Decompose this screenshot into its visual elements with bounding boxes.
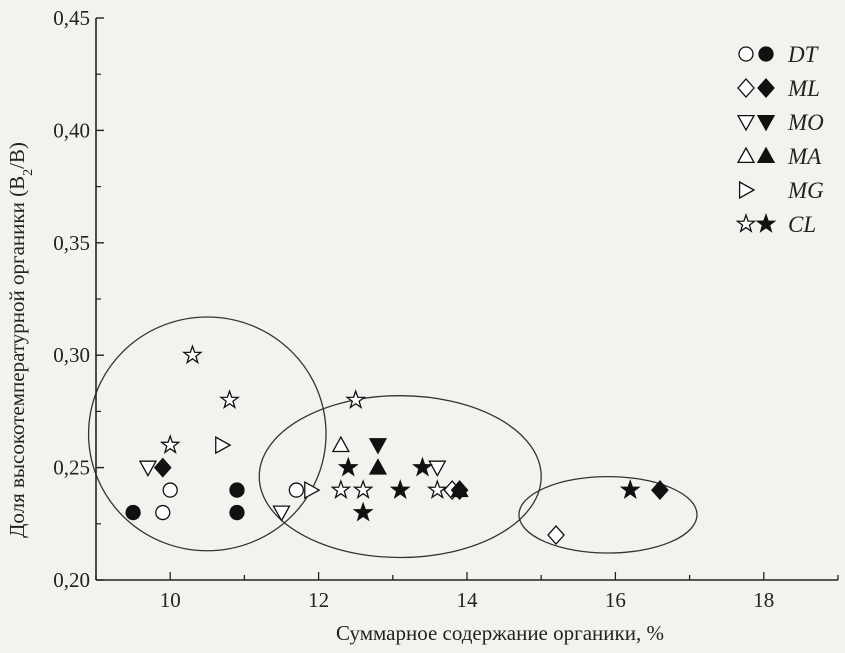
cluster-ellipse <box>258 395 542 559</box>
point-cl-filled <box>389 479 411 499</box>
legend-marker-cl-open <box>735 213 757 233</box>
point-ml-filled <box>153 457 172 478</box>
point-cl-open <box>159 434 181 455</box>
y-tick-label: 0,40 <box>53 118 90 142</box>
legend-marker-ml-open <box>737 78 755 98</box>
legend-marker-cl-filled <box>755 213 777 233</box>
point-mg-open <box>215 436 232 455</box>
cluster-ellipse <box>87 316 327 552</box>
point-dt-open <box>288 482 304 498</box>
legend-marker-mo-open <box>736 114 756 132</box>
point-ma-open <box>331 435 350 453</box>
x-tick-label: 18 <box>753 588 774 612</box>
point-cl-open <box>219 389 241 410</box>
point-mo-open <box>428 460 447 477</box>
point-cl-open <box>345 389 367 410</box>
y-axis-title: Доля высокотемпературной органики (B2/B) <box>5 142 36 538</box>
point-cl-open <box>182 344 203 365</box>
point-cl-open <box>330 479 352 499</box>
x-tick-label: 16 <box>605 588 626 612</box>
legend-label-mg: MG <box>787 178 824 203</box>
legend-label-mo: MO <box>787 110 824 135</box>
point-ma-filled <box>450 480 469 498</box>
point-cl-filled <box>619 479 641 499</box>
point-cl-open <box>426 479 448 499</box>
point-cl-filled <box>352 501 374 522</box>
legend: DT ML MO MA MG CL <box>735 42 824 237</box>
legend-label-ml: ML <box>787 76 820 101</box>
point-mg-open <box>304 480 321 500</box>
point-mo-open <box>272 505 291 522</box>
x-axis-title: Суммарное содержание органики, % <box>336 621 664 645</box>
point-dt-filled <box>125 504 141 521</box>
point-cl-filled <box>412 456 433 477</box>
legend-marker-ml-filled <box>757 78 775 98</box>
legend-marker-mo-filled <box>756 114 776 132</box>
legend-label-ma: MA <box>787 144 822 169</box>
legend-marker-dt-open <box>738 46 754 62</box>
point-dt-open <box>162 482 178 498</box>
axes: 0,20 0,25 0,30 0,35 0,40 0,45 10 12 14 16 18 <box>53 6 839 612</box>
y-tick-label: 0,20 <box>53 568 90 592</box>
legend-label-dt: DT <box>787 42 820 67</box>
y-tick-label: 0,45 <box>53 6 90 30</box>
point-cl-open <box>352 479 374 499</box>
point-dt-filled <box>229 482 245 498</box>
cluster-ellipse <box>518 475 698 554</box>
point-ma-filled <box>368 458 388 475</box>
legend-marker-mg-open <box>738 180 756 200</box>
point-dt-open <box>155 504 171 521</box>
legend-marker-dt-filled <box>758 46 774 62</box>
legend-label-cl: CL <box>788 212 816 237</box>
point-mo-open <box>138 460 158 477</box>
point-ml-open <box>547 525 565 546</box>
data-points <box>125 344 669 546</box>
x-tick-label: 14 <box>457 588 479 612</box>
y-tick-label: 0,25 <box>53 456 90 480</box>
x-tick-label: 10 <box>160 588 181 612</box>
legend-marker-ma-filled <box>756 146 776 164</box>
point-dt-filled <box>229 504 245 521</box>
legend-marker-ma-open <box>736 146 756 164</box>
y-tick-label: 0,30 <box>53 343 90 367</box>
x-tick-label: 12 <box>308 588 329 612</box>
y-tick-label: 0,35 <box>53 231 90 255</box>
cluster-ellipses <box>87 316 698 559</box>
point-mo-filled <box>368 438 388 455</box>
point-cl-filled <box>337 456 359 477</box>
point-ml-filled <box>651 480 669 501</box>
